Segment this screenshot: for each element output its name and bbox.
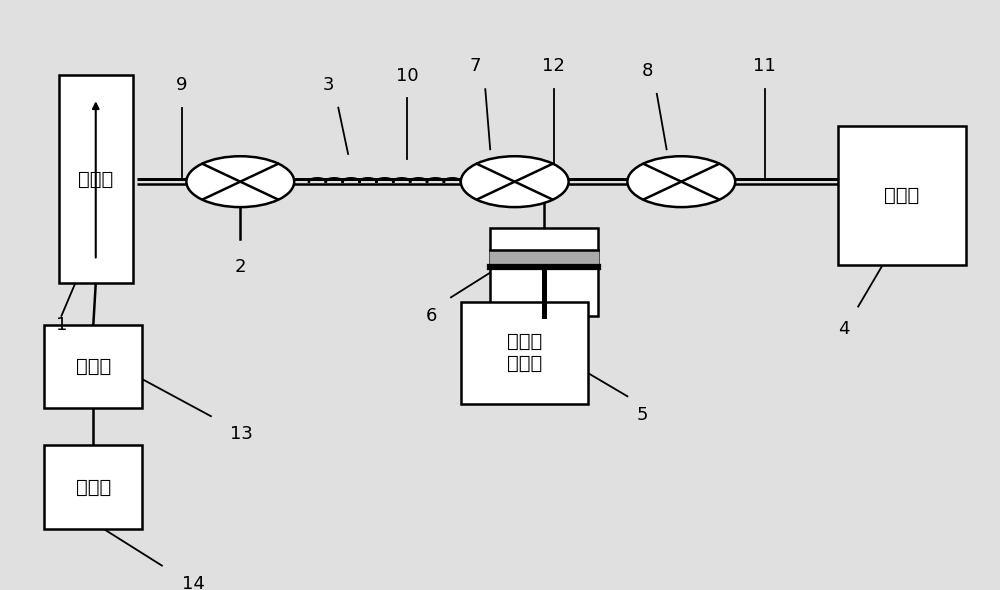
Circle shape [627,156,735,207]
Bar [838,126,966,265]
Bar [44,445,142,529]
Text: 14: 14 [182,575,204,590]
Text: 3: 3 [323,76,334,94]
Text: 8: 8 [641,62,653,80]
Text: 4: 4 [838,320,849,339]
Bar [44,325,142,408]
Bar [490,228,598,316]
Text: 9: 9 [176,76,187,94]
Text: 5: 5 [636,405,648,424]
Bar [59,76,132,283]
Circle shape [186,156,294,207]
Text: 12: 12 [542,57,565,76]
Text: 1: 1 [56,316,67,334]
Text: 压缩泵
控制器: 压缩泵 控制器 [507,332,542,373]
Text: 2: 2 [235,258,246,276]
Text: 蠖动泵: 蠖动泵 [76,357,111,376]
Text: 11: 11 [753,57,776,76]
Text: 半透膜: 半透膜 [78,170,113,189]
Bar [461,302,588,404]
Text: 6: 6 [426,307,437,324]
Circle shape [461,156,569,207]
Text: 极化器: 极化器 [76,477,111,496]
Text: 13: 13 [230,425,253,444]
Text: 真空泵: 真空泵 [884,186,919,205]
Text: 10: 10 [396,67,418,84]
Text: 7: 7 [470,57,481,76]
